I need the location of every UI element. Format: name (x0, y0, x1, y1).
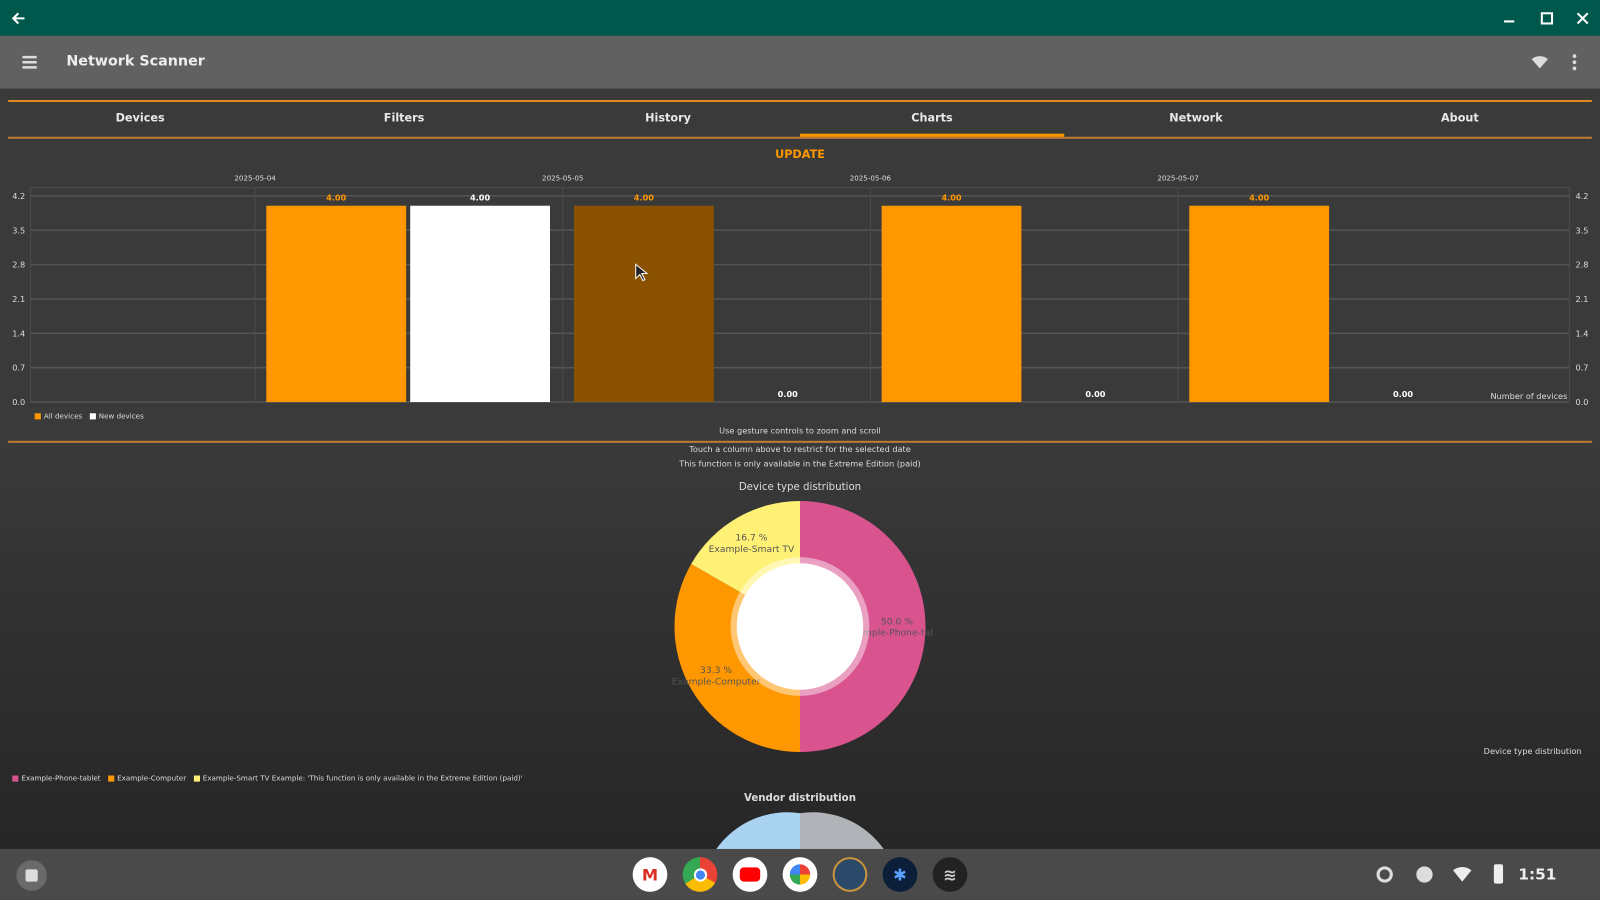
bar-all-devices (573, 205, 714, 403)
mouse-cursor-icon (635, 263, 649, 282)
paid-hint: This function is only available in the E… (679, 459, 921, 469)
clock[interactable]: 1:51 (1518, 865, 1557, 884)
maximize-icon[interactable] (1540, 11, 1554, 25)
legend-extra: Example: 'This function is only availabl… (271, 774, 523, 783)
tab-charts[interactable]: Charts (800, 102, 1064, 137)
bar-legend: All devices New devices (34, 412, 144, 421)
bar-value-label: 0.00 (1393, 389, 1413, 399)
vendor-pie-chart[interactable] (708, 811, 892, 849)
y-tick-right: 2.1 (1575, 294, 1588, 304)
legend-computer: Example-Computer (117, 774, 187, 783)
y-tick-right: 0.0 (1575, 397, 1588, 407)
y-tick-right: 4.2 (1575, 191, 1588, 201)
bar-all-devices (881, 205, 1022, 403)
shelf-network-scanner-icon[interactable]: ≋ (932, 857, 968, 892)
bar-value-label: 4.00 (941, 193, 961, 203)
device-type-pie-chart[interactable]: 50.0 %Example-Phone-tablet33.3 %Example-… (667, 494, 933, 759)
vendor-slice-1 (799, 812, 884, 849)
shelf-youtube-icon[interactable] (732, 857, 768, 892)
y-axis-label: Number of devices (1490, 391, 1567, 401)
launcher-button[interactable] (16, 860, 47, 891)
x-tick-label: 2025-05-04 (234, 174, 276, 183)
shelf-gmail-icon[interactable]: M (632, 857, 668, 892)
pie-hole (736, 563, 864, 690)
shelf-chrome-icon[interactable] (682, 857, 718, 892)
legend-all-devices: All devices (43, 412, 83, 421)
tab-network[interactable]: Network (1169, 111, 1223, 125)
pie-title: Device type distribution (738, 481, 862, 493)
y-tick-right: 0.7 (1575, 363, 1588, 373)
vendor-slice-0 (716, 812, 800, 849)
pie-slice-label: 16.7 % (735, 533, 767, 544)
pie-slice-label: Example-Smart TV (709, 544, 795, 555)
y-tick-left: 4.2 (12, 191, 25, 201)
wifi-icon[interactable] (1531, 54, 1549, 70)
update-button[interactable]: UPDATE (775, 147, 825, 162)
tab-history[interactable]: History (645, 111, 691, 125)
bar-value-label: 4.00 (470, 193, 490, 203)
bar-new-devices (410, 205, 550, 403)
x-tick-label: 2025-05-06 (850, 174, 892, 183)
bar-value-label: 4.00 (326, 193, 346, 203)
legend-swatch-tv (193, 775, 200, 782)
vendor-pie-title: Vendor distribution (744, 792, 856, 805)
back-arrow-icon[interactable] (10, 10, 26, 26)
minimize-icon[interactable] (1502, 12, 1516, 24)
y-tick-right: 1.4 (1575, 328, 1588, 338)
settings-status-icon[interactable] (1376, 866, 1393, 883)
legend-phone: Example-Phone-tablet (21, 774, 101, 783)
window-title-bar (0, 0, 1600, 36)
menu-icon[interactable] (21, 55, 37, 69)
bar-all-devices (266, 205, 407, 403)
y-tick-left: 3.5 (12, 225, 25, 235)
y-tick-left: 0.0 (12, 397, 25, 407)
night-light-icon[interactable] (1416, 866, 1433, 883)
x-tick-label: 2025-05-05 (542, 174, 583, 183)
more-options-icon[interactable] (1569, 53, 1579, 71)
legend-swatch-computer (107, 775, 115, 782)
pie-slice-label: Example-Phone-tablet (846, 628, 933, 639)
y-tick-right: 3.5 (1575, 225, 1588, 235)
app-bar: Network Scanner (0, 35, 1600, 89)
x-tick-label: 2025-05-07 (1157, 174, 1198, 183)
plot-frame (30, 187, 1570, 403)
y-tick-left: 2.1 (12, 294, 25, 304)
bar-all-devices (1189, 205, 1330, 403)
pie-slice-label: Example-Computer (672, 676, 761, 687)
pie-slice-label: 33.3 % (700, 665, 732, 676)
legend-tv: Example-Smart TV (202, 774, 270, 783)
y-tick-left: 1.4 (12, 328, 25, 338)
touch-hint: Touch a column above to restrict for the… (689, 444, 911, 455)
devices-bar-chart[interactable]: 0.0 0.0 0.7 0.7 1.4 1.4 2.1 2.1 2.8 2.8 3.5 3.5 4.2 4… (0, 168, 1600, 433)
legend-swatch-all (34, 413, 41, 420)
gesture-hint: Use gesture controls to zoom and scroll (719, 426, 881, 436)
legend-swatch-phone (12, 775, 19, 782)
bar-value-label: 4.00 (634, 193, 654, 203)
divider (8, 440, 1592, 443)
shelf-app2-icon[interactable]: ✱ (882, 857, 918, 892)
y-tick-left: 0.7 (12, 363, 25, 373)
y-tick-left: 2.8 (12, 260, 25, 270)
battery-icon[interactable] (1493, 864, 1504, 884)
tab-filters[interactable]: Filters (383, 111, 425, 125)
pie-slice-label: 50.0 % (881, 616, 913, 627)
y-tick-right: 2.8 (1575, 260, 1588, 270)
bar-value-label: 0.00 (778, 389, 798, 399)
app-title: Network Scanner (66, 53, 205, 70)
legend-new-devices: New devices (98, 412, 144, 421)
close-icon[interactable] (1575, 11, 1589, 25)
tab-about[interactable]: About (1440, 111, 1479, 125)
shelf-app1-icon[interactable] (832, 857, 868, 892)
bar-value-label: 4.00 (1249, 193, 1269, 203)
bar-value-label: 0.00 (1085, 389, 1105, 399)
launcher-icon (25, 869, 38, 882)
pie-legend: Example-Phone-tablet Example-Computer Ex… (12, 774, 523, 783)
legend-swatch-new (89, 413, 96, 420)
wifi-status-icon[interactable] (1452, 866, 1472, 882)
pie-description: Device type distribution (1483, 746, 1582, 757)
shelf-photos-icon[interactable] (782, 857, 818, 892)
tab-bar: Devices Filters History Charts Network A… (8, 99, 1592, 139)
tab-devices[interactable]: Devices (115, 111, 165, 125)
